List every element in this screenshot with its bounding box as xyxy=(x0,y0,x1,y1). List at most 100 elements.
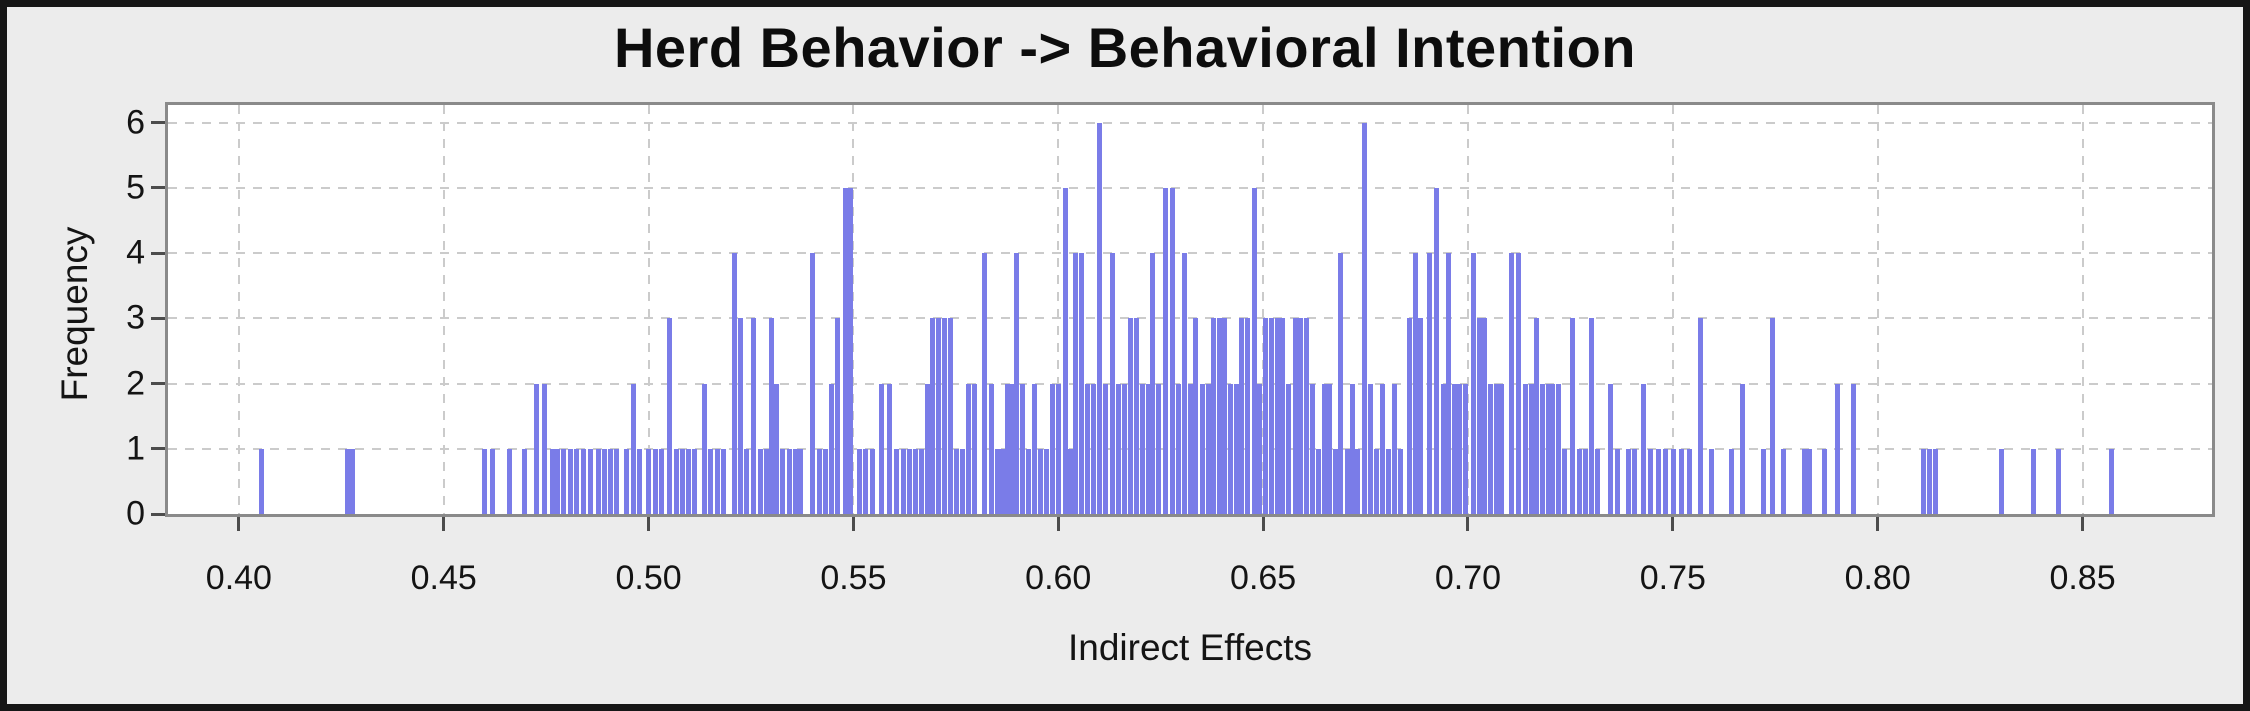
h-gridline xyxy=(168,317,2212,320)
histogram-bar xyxy=(1269,318,1275,514)
histogram-bar xyxy=(1072,253,1078,514)
histogram-bar xyxy=(1304,318,1310,514)
histogram-bar xyxy=(1350,383,1356,514)
x-tick-label: 0.65 xyxy=(1230,559,1297,597)
histogram-bar xyxy=(1456,383,1462,514)
y-tick-mark xyxy=(151,251,165,255)
y-tick-mark xyxy=(151,186,165,190)
histogram-bar xyxy=(1155,383,1161,514)
x-tick-mark xyxy=(442,517,446,531)
histogram-bar xyxy=(1122,383,1128,514)
histogram-bar xyxy=(930,318,936,514)
histogram-bar xyxy=(1926,448,1932,514)
histogram-bar xyxy=(1062,187,1068,514)
histogram-bar xyxy=(541,383,547,514)
histogram-bar xyxy=(1631,448,1637,514)
histogram-bar xyxy=(1625,448,1631,514)
x-axis-label: Indirect Effects xyxy=(1067,627,1313,668)
histogram-bar xyxy=(1433,187,1439,514)
histogram-bar xyxy=(1412,253,1418,514)
histogram-bar xyxy=(1687,448,1693,514)
histogram-bar xyxy=(1037,448,1043,514)
histogram-bar xyxy=(1009,383,1015,514)
histogram-bar xyxy=(1588,318,1594,514)
histogram-bar xyxy=(1222,318,1228,514)
histogram-bar xyxy=(1392,383,1398,514)
histogram-bar xyxy=(780,448,786,514)
histogram-bar xyxy=(1355,448,1361,514)
x-tick-label: 0.40 xyxy=(205,559,272,597)
histogram-bar xyxy=(1316,448,1322,514)
histogram-bar xyxy=(2109,448,2115,514)
histogram-bar xyxy=(848,187,854,514)
histogram-bar xyxy=(1031,383,1037,514)
histogram-bar xyxy=(1780,448,1786,514)
histogram-bar xyxy=(1539,383,1545,514)
x-tick-mark xyxy=(237,517,241,531)
histogram-bar xyxy=(581,448,587,514)
histogram-bar xyxy=(900,448,906,514)
h-gridline xyxy=(168,252,2212,255)
histogram-bar xyxy=(1239,318,1245,514)
histogram-bar xyxy=(988,383,994,514)
histogram-bar xyxy=(667,318,673,514)
histogram-bar xyxy=(1770,318,1776,514)
histogram-bar xyxy=(549,448,555,514)
chart-overlay: Herd Behavior -> Behavioral Intention In… xyxy=(7,7,2243,704)
histogram-bar xyxy=(1025,448,1031,514)
histogram-bar xyxy=(1084,383,1090,514)
histogram-bar xyxy=(1932,448,1938,514)
x-tick-mark xyxy=(1671,517,1675,531)
v-gridline xyxy=(442,105,445,514)
histogram-bar xyxy=(1562,448,1568,514)
y-tick-label: 5 xyxy=(126,168,145,207)
x-tick-label: 0.80 xyxy=(1844,559,1911,597)
histogram-bar xyxy=(1470,253,1476,514)
histogram-bar xyxy=(829,383,835,514)
histogram-bar xyxy=(1286,383,1292,514)
histogram-bar xyxy=(1615,448,1621,514)
histogram-bar xyxy=(1244,318,1250,514)
y-tick-mark xyxy=(151,382,165,386)
v-gridline xyxy=(647,105,650,514)
chart-title: Herd Behavior -> Behavioral Intention xyxy=(613,16,1637,79)
histogram-bar xyxy=(1338,253,1344,514)
histogram-bar xyxy=(482,448,488,514)
histogram-bar xyxy=(966,383,972,514)
histogram-bar xyxy=(972,383,978,514)
histogram-bar xyxy=(679,448,685,514)
y-tick-label: 3 xyxy=(126,298,145,337)
histogram-bar xyxy=(637,448,643,514)
histogram-bar xyxy=(1068,448,1074,514)
histogram-bar xyxy=(1493,383,1499,514)
histogram-bar xyxy=(596,448,602,514)
histogram-bar xyxy=(1127,318,1133,514)
histogram-bar xyxy=(1760,448,1766,514)
histogram-bar xyxy=(878,383,884,514)
x-tick-mark xyxy=(1261,517,1265,531)
histogram-bar xyxy=(732,253,738,514)
histogram-bar xyxy=(1043,448,1049,514)
v-gridline xyxy=(1876,105,1879,514)
histogram-bar xyxy=(1193,318,1199,514)
histogram-bar xyxy=(982,253,988,514)
histogram-bar xyxy=(1556,383,1562,514)
histogram-bar xyxy=(1533,318,1539,514)
v-gridline xyxy=(1057,105,1060,514)
histogram-bar xyxy=(1920,448,1926,514)
histogram-bar xyxy=(568,448,574,514)
histogram-bar xyxy=(913,448,919,514)
histogram-bar xyxy=(809,253,815,514)
x-tick-label: 0.55 xyxy=(820,559,887,597)
histogram-bar xyxy=(1678,448,1684,514)
histogram-bar xyxy=(659,448,665,514)
histogram-bar xyxy=(555,448,561,514)
histogram-bar xyxy=(1097,122,1103,514)
histogram-bar xyxy=(1056,383,1062,514)
histogram-bar xyxy=(798,448,804,514)
histogram-bar xyxy=(1498,383,1504,514)
histogram-bar xyxy=(1134,318,1140,514)
v-gridline xyxy=(1466,105,1469,514)
histogram-bar xyxy=(1205,383,1211,514)
histogram-bar xyxy=(1292,318,1298,514)
